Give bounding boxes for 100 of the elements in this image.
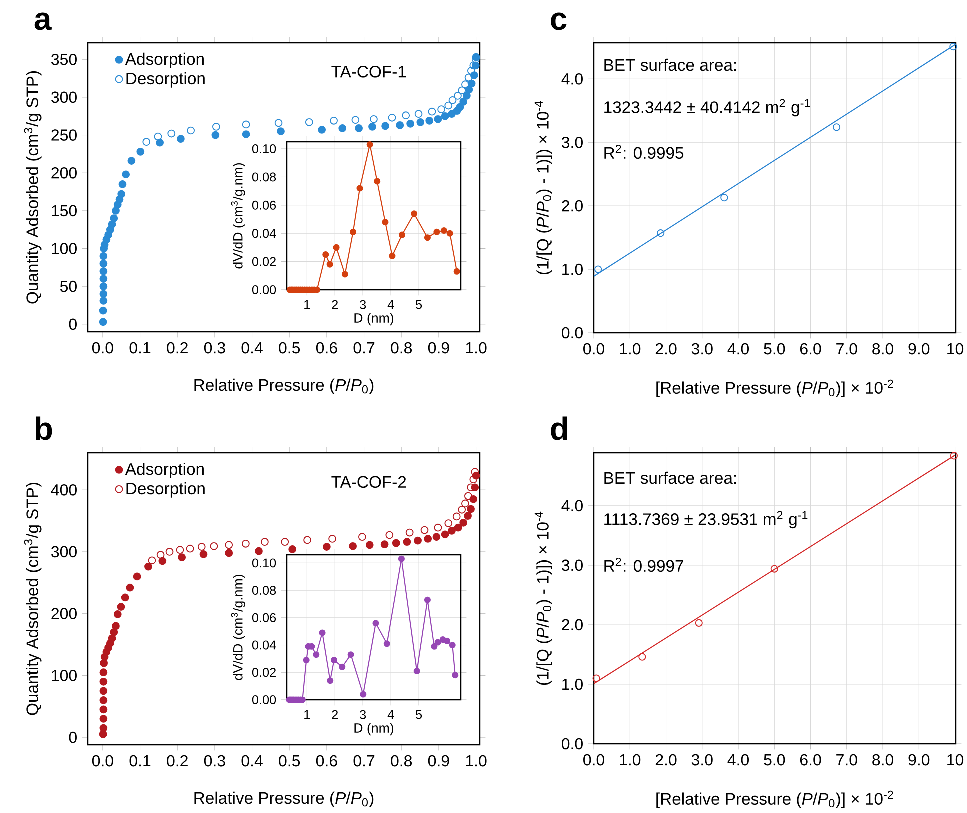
annotation: 1323.3442 ± 40.4142 m$^{2}$ g$^{-1}$	[604, 99, 810, 117]
x-tick-label: 1.0	[620, 343, 641, 355]
x-tick-label: 7.0	[836, 754, 858, 766]
y-tick-label: 1.0	[562, 264, 583, 276]
legend-label: Desorption	[126, 72, 205, 88]
y-tick-label: 0.04	[252, 229, 276, 238]
x-tick-label: 0.9	[428, 342, 450, 354]
y-tick-label: 1.0	[562, 678, 583, 690]
x-tick-label: 1	[304, 710, 310, 720]
x-tick-label: 5.0	[764, 754, 786, 766]
annotation: BET surface area:	[604, 472, 736, 484]
y-tick-label: 0.02	[252, 668, 276, 678]
y-axis-title: dV/dD (cm$^{3}$/g.nm)	[231, 164, 246, 269]
y-tick-label: 3.0	[562, 560, 583, 572]
chart-title: d	[551, 416, 568, 440]
x-tick-label: 2	[332, 300, 338, 310]
y-tick-label: 300	[52, 92, 77, 104]
x-tick-label: 0.2	[167, 755, 188, 767]
y-axis-title: (1/[Q (P/P$_{0}$) - 1)]) × 10$^{-4}$	[534, 512, 552, 686]
annotation: R$^{2}$: 0.9997	[604, 558, 684, 572]
x-tick-label: 0.0	[92, 342, 114, 354]
x-tick-label: 6.0	[800, 754, 822, 766]
y-tick-label: 100	[52, 670, 77, 682]
x-axis-title: D (nm)	[354, 313, 394, 326]
y-tick-label: 2.0	[562, 200, 583, 212]
x-tick-label: 7.0	[836, 343, 858, 355]
x-tick-label: 0.8	[391, 755, 412, 767]
y-tick-label: 4.0	[562, 500, 583, 512]
x-tick-label: 0.3	[204, 342, 226, 354]
x-axis-title: D (nm)	[354, 723, 394, 736]
chart-title: c	[551, 12, 567, 30]
x-tick-label: 0.6	[316, 342, 338, 354]
x-tick-label: 2.0	[656, 343, 677, 355]
x-tick-label: 0.8	[391, 342, 412, 354]
x-tick-label: 1.0	[466, 755, 487, 767]
x-tick-label: 0.3	[204, 755, 226, 767]
y-tick-label: 0.0	[562, 738, 583, 750]
y-tick-label: 150	[52, 205, 77, 217]
y-tick-label: 0.0	[562, 327, 583, 339]
x-tick-label: 5.0	[764, 343, 786, 355]
x-tick-label: 3.0	[692, 343, 713, 355]
annotation: R$^{2}$: 0.9995	[604, 144, 684, 160]
y-tick-label: 0.04	[252, 640, 276, 650]
x-tick-label: 4.0	[728, 754, 750, 766]
x-tick-label: 0.5	[279, 342, 300, 354]
x-tick-label: 4.0	[728, 343, 750, 355]
y-tick-label: 3.0	[562, 136, 583, 148]
y-tick-label: 250	[52, 130, 77, 141]
y-tick-label: 0.10	[252, 144, 276, 154]
chart-title: b	[36, 416, 52, 440]
x-tick-label: 0.1	[130, 342, 151, 354]
annotation: TA-COF-2	[332, 476, 406, 488]
y-tick-label: 0.02	[252, 257, 276, 266]
x-tick-label: 3	[360, 300, 366, 310]
y-tick-label: 200	[52, 608, 77, 620]
x-tick-label: 3	[360, 710, 366, 720]
chart-title: a	[34, 12, 52, 30]
x-tick-label: 0.4	[242, 342, 263, 354]
x-tick-label: 6.0	[800, 343, 822, 355]
x-tick-label: 0.2	[167, 342, 188, 354]
y-tick-label: 0.10	[252, 558, 276, 568]
annotation: 1113.7369 ± 23.9531 m$^{2}$ g$^{-1}$	[604, 511, 808, 529]
y-tick-label: 2.0	[562, 619, 583, 631]
x-tick-label: 8.0	[872, 754, 894, 766]
y-tick-label: 0.00	[252, 286, 276, 294]
x-tick-label: 2.0	[656, 754, 677, 766]
y-tick-label: 300	[52, 546, 77, 558]
x-axis-title: [Relative Pressure (P/P$_{0}$)] × 10$^{-2}$	[656, 790, 894, 808]
x-tick-label: 9.0	[908, 754, 930, 766]
y-tick-label: 4.0	[562, 73, 583, 85]
x-tick-label: 5	[416, 300, 422, 310]
y-tick-label: 350	[52, 54, 77, 66]
x-tick-label: 0.9	[428, 755, 450, 767]
x-tick-label: 3.0	[692, 754, 713, 766]
x-tick-label: 4	[388, 300, 394, 310]
y-tick-label: 50	[60, 280, 77, 292]
x-axis-title: [Relative Pressure (P/P$_{0}$)] × 10$^{-2}$	[656, 380, 894, 398]
y-axis-title: (1/[Q (P/P$_{0}$) - 1)]) × 10$^{-4}$	[534, 101, 552, 275]
x-tick-label: 0.7	[354, 755, 375, 767]
x-tick-label: 9.0	[908, 343, 930, 355]
x-tick-label: 0.6	[316, 755, 338, 767]
x-tick-label: 0.0	[584, 343, 605, 355]
legend-label: Desorption	[126, 482, 205, 498]
x-tick-label: 0.4	[242, 755, 263, 767]
y-tick-label: 0.06	[252, 613, 276, 622]
legend-label: Adsorption	[125, 462, 204, 478]
y-tick-label: 0.08	[252, 586, 276, 596]
x-tick-label: 0.0	[584, 754, 605, 766]
x-tick-label: 1.0	[620, 754, 641, 766]
x-tick-label: 0.1	[130, 755, 151, 767]
x-tick-label: 2	[332, 710, 338, 720]
x-tick-label: 0.0	[92, 755, 114, 767]
x-tick-label: 0.7	[354, 342, 375, 354]
y-tick-label: 0.06	[252, 200, 276, 210]
y-axis-title: dV/dD (cm$^{3}$/g.nm)	[231, 575, 246, 680]
x-tick-label: 4	[388, 710, 394, 720]
y-tick-label: 0.00	[252, 696, 276, 704]
x-tick-label: 1	[304, 300, 310, 310]
y-tick-label: 0	[69, 318, 77, 330]
y-axis-title: Quantity Adsorbed (cm$^{3}$/g STP)	[24, 482, 42, 716]
